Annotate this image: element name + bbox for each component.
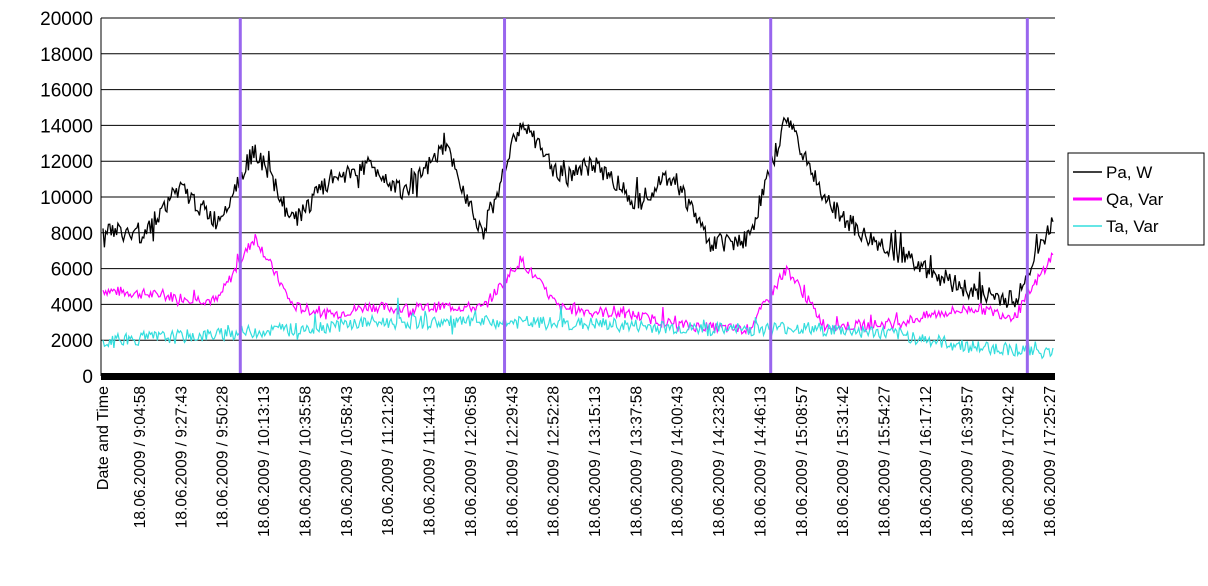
x-tick-label: 18.06.2009 / 14:46:13 xyxy=(752,386,769,537)
series-layer xyxy=(102,18,1054,376)
legend: Pa, W Qa, Var Ta, Var xyxy=(1067,152,1205,246)
y-tick-label: 12000 xyxy=(40,152,93,173)
y-axis-ticks: 0 2000 4000 6000 8000 10000 12000 14000 16000 180… xyxy=(40,9,93,388)
y-tick-label: 6000 xyxy=(51,260,93,281)
x-tick-label: 18.06.2009 / 16:17:12 xyxy=(918,386,935,537)
x-axis-label: Date and Time xyxy=(95,386,112,490)
y-tick-label: 14000 xyxy=(40,116,93,137)
x-tick-label: 18.06.2009 / 10:13:13 xyxy=(256,386,273,537)
x-tick-label: 18.06.2009 / 9:50:28 xyxy=(215,386,232,528)
x-tick-label: 18.06.2009 / 12:29:43 xyxy=(504,386,521,537)
x-tick-label: 18.06.2009 / 15:08:57 xyxy=(794,386,811,537)
y-tick-label: 10000 xyxy=(40,188,93,209)
x-tick-label: 18.06.2009 / 17:02:42 xyxy=(1001,386,1018,537)
x-tick-label: 18.06.2009 / 11:44:13 xyxy=(422,386,439,536)
x-tick-label: 18.06.2009 / 13:15:13 xyxy=(587,386,604,537)
y-tick-label: 16000 xyxy=(40,81,93,102)
gridlines xyxy=(101,17,1055,377)
series-line xyxy=(102,116,1054,308)
y-tick-label: 20000 xyxy=(40,9,93,30)
x-tick-label: 18.06.2009 / 14:23:28 xyxy=(711,386,728,537)
x-tick-label: 18.06.2009 / 11:21:28 xyxy=(380,386,397,536)
legend-label: Ta, Var xyxy=(1106,217,1159,236)
x-tick-label: 18.06.2009 / 10:58:43 xyxy=(339,386,356,537)
x-tick-label: 18.06.2009 / 17:25:27 xyxy=(1042,386,1059,537)
x-tick-label: 18.06.2009 / 15:54:27 xyxy=(877,386,894,537)
legend-label: Pa, W xyxy=(1106,163,1152,182)
series-line xyxy=(102,234,1054,336)
y-tick-label: 18000 xyxy=(40,45,93,66)
x-tick-label: 18.06.2009 / 10:35:58 xyxy=(297,386,314,537)
x-axis-bar xyxy=(101,373,1055,380)
y-tick-label: 8000 xyxy=(51,224,93,245)
x-tick-label: 18.06.2009 / 12:06:58 xyxy=(463,386,480,537)
x-tick-label: 18.06.2009 / 12:52:28 xyxy=(546,386,563,537)
x-axis-ticks: 18.06.2009 / 9:04:58 18.06.2009 / 9:27:43… xyxy=(132,386,1059,537)
x-tick-label: 18.06.2009 / 15:31:42 xyxy=(835,386,852,537)
x-tick-label: 18.06.2009 / 9:04:58 xyxy=(132,386,149,528)
x-tick-label: 18.06.2009 / 9:27:43 xyxy=(173,386,190,528)
x-tick-label: 18.06.2009 / 14:00:43 xyxy=(670,386,687,537)
x-tick-label: 18.06.2009 / 13:37:58 xyxy=(628,386,645,537)
legend-label: Qa, Var xyxy=(1106,190,1164,209)
y-tick-label: 4000 xyxy=(51,295,93,316)
y-tick-label: 0 xyxy=(82,367,93,388)
x-tick-label: 18.06.2009 / 16:39:57 xyxy=(959,386,976,537)
series-line xyxy=(102,297,1054,360)
y-tick-label: 2000 xyxy=(51,331,93,352)
